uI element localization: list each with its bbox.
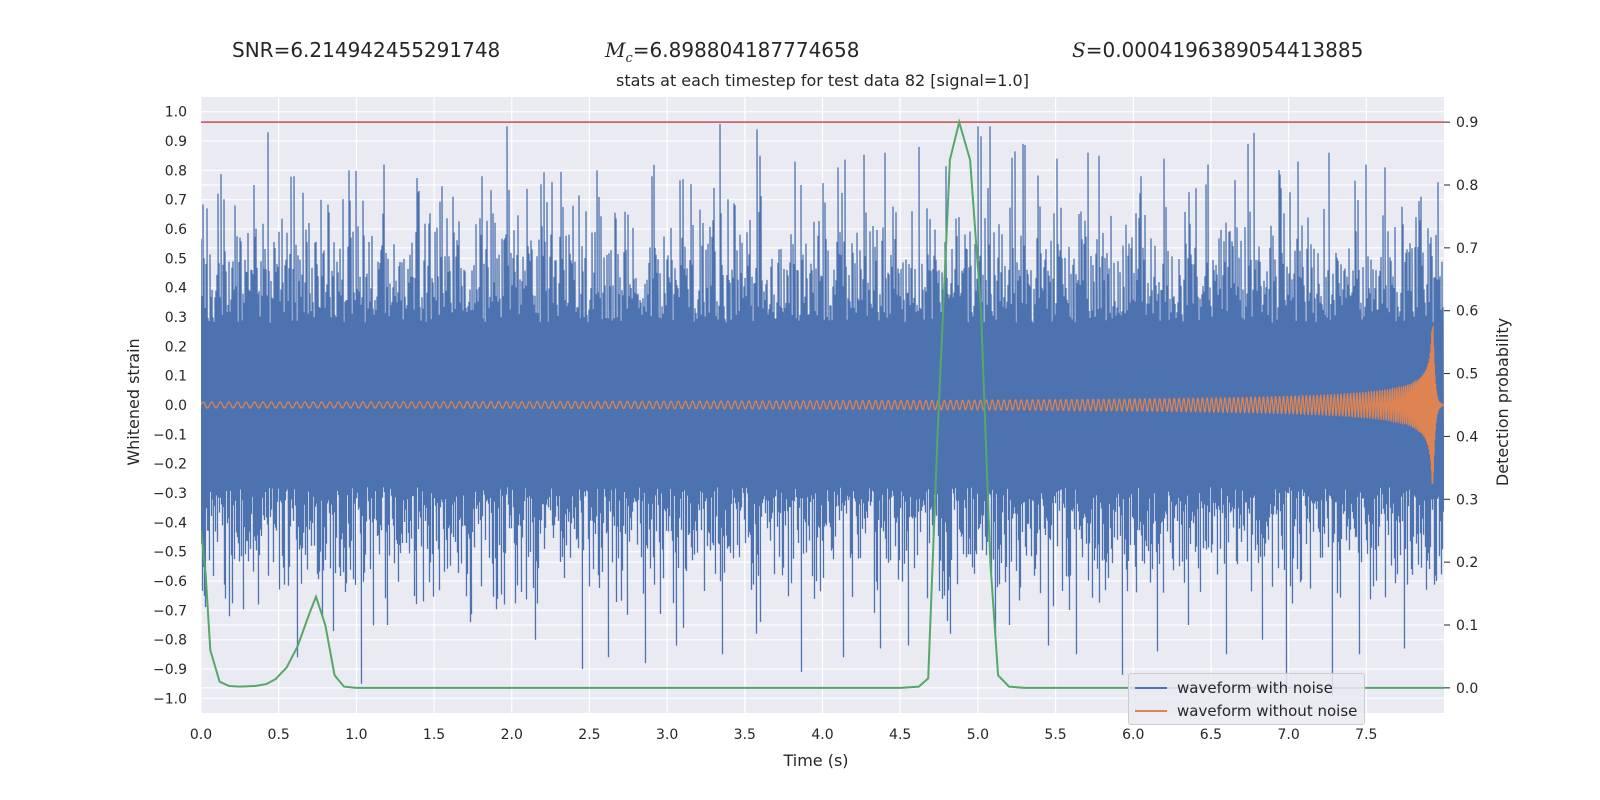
snr-label: SNR xyxy=(232,38,274,62)
x-tick-label: 2.0 xyxy=(501,727,523,743)
y-left-tick-label: 0.2 xyxy=(165,339,187,355)
x-tick-label: 3.0 xyxy=(656,727,678,743)
legend-item-noise: waveform with noise xyxy=(1135,677,1333,699)
series-detection-probability xyxy=(201,118,1444,689)
legend-item-clean: waveform without noise xyxy=(1135,700,1357,722)
y-left-tick-label: −0.9 xyxy=(153,662,187,678)
x-axis: 0.0 0.5 1.0 1.5 2.0 2.5 3.0 3.5 4.0 4.5 5.0 5.5 6.0 6… xyxy=(190,727,1378,743)
series-waveform-without-noise xyxy=(201,325,1444,484)
s-stat: S=0.0004196389054413885 xyxy=(1072,38,1364,62)
y-axis-left-label: Whitened strain xyxy=(124,338,143,465)
y-left-tick-label: 0.7 xyxy=(165,193,187,209)
y-left-tick-label: −0.4 xyxy=(153,515,187,531)
y-right-tick-label: 0.9 xyxy=(1456,115,1478,131)
x-tick-label: 0.5 xyxy=(268,727,290,743)
y-right-tick-label: 0.7 xyxy=(1456,241,1478,257)
x-tick-label: 1.0 xyxy=(345,727,367,743)
chirp-mass-stat: Mc=6.898804187774658 xyxy=(605,38,860,66)
y-left-tick-label: 0.3 xyxy=(165,310,187,326)
y-right-tick-label: 0.1 xyxy=(1456,618,1478,634)
x-tick-label: 0.0 xyxy=(190,727,212,743)
chirp-mass-value: 6.898804187774658 xyxy=(649,38,860,62)
x-tick-label: 2.5 xyxy=(578,727,600,743)
y-left-tick-label: 0.8 xyxy=(165,163,187,179)
y-left-tick-label: −0.1 xyxy=(153,427,187,443)
y-right-tick-label: 0.0 xyxy=(1456,681,1478,697)
y-left-tick-label: 0.4 xyxy=(165,281,187,297)
chirp-mass-subscript: c xyxy=(625,51,633,66)
y-axis-left: 1.0 0.9 0.8 0.7 0.6 0.5 0.4 0.3 0.2 0.1 0.0 −0.1 −0.… xyxy=(153,105,187,708)
snr-value: 6.214942455291748 xyxy=(290,38,501,62)
y-left-tick-label: 1.0 xyxy=(165,105,187,121)
legend: waveform with noise waveform without noi… xyxy=(1128,673,1365,725)
y-left-tick-label: 0.6 xyxy=(165,222,187,238)
y-right-tick-label: 0.8 xyxy=(1456,178,1478,194)
x-tick-label: 7.0 xyxy=(1277,727,1299,743)
y-right-tick-label: 0.6 xyxy=(1456,304,1478,320)
x-tick-label: 7.5 xyxy=(1355,727,1377,743)
y-left-tick-label: 0.1 xyxy=(165,369,187,385)
y-left-tick-label: 0.9 xyxy=(165,134,187,150)
x-tick-label: 1.5 xyxy=(423,727,445,743)
chirp-mass-symbol: M xyxy=(605,38,626,62)
snr-stat: SNR=6.214942455291748 xyxy=(232,38,501,62)
y-left-tick-label: −0.6 xyxy=(153,574,187,590)
y-left-tick-label: 0.5 xyxy=(165,251,187,267)
y-left-tick-label: −0.5 xyxy=(153,545,187,561)
x-tick-label: 6.5 xyxy=(1200,727,1222,743)
x-tick-label: 3.5 xyxy=(734,727,756,743)
x-tick-label: 5.5 xyxy=(1044,727,1066,743)
y-right-tick-label: 0.5 xyxy=(1456,367,1478,383)
y-left-tick-label: −0.3 xyxy=(153,486,187,502)
x-tick-label: 5.0 xyxy=(967,727,989,743)
legend-label-noise: waveform with noise xyxy=(1177,679,1333,697)
legend-swatch-clean xyxy=(1135,710,1167,712)
y-right-tick-label: 0.4 xyxy=(1456,429,1478,445)
y-left-tick-label: 0.0 xyxy=(165,398,187,414)
legend-swatch-noise xyxy=(1135,687,1167,689)
x-tick-label: 4.5 xyxy=(889,727,911,743)
y-left-tick-label: −0.7 xyxy=(153,603,187,619)
chart-title: stats at each timestep for test data 82 … xyxy=(616,71,1029,90)
y-left-tick-label: −1.0 xyxy=(153,691,187,707)
y-left-tick-label: −0.8 xyxy=(153,633,187,649)
s-symbol: S xyxy=(1072,38,1086,62)
x-tick-label: 4.0 xyxy=(811,727,833,743)
y-right-tick-label: 0.2 xyxy=(1456,555,1478,571)
legend-label-clean: waveform without noise xyxy=(1177,702,1358,720)
y-axis-right: 0.9 0.8 0.7 0.6 0.5 0.4 0.3 0.2 0.1 0.0 xyxy=(1444,115,1478,697)
y-axis-right-label: Detection probability xyxy=(1493,318,1512,486)
y-right-tick-label: 0.3 xyxy=(1456,492,1478,508)
x-tick-label: 6.0 xyxy=(1122,727,1144,743)
y-left-tick-label: −0.2 xyxy=(153,457,187,473)
x-axis-label: Time (s) xyxy=(782,751,848,770)
s-value: 0.0004196389054413885 xyxy=(1102,38,1364,62)
